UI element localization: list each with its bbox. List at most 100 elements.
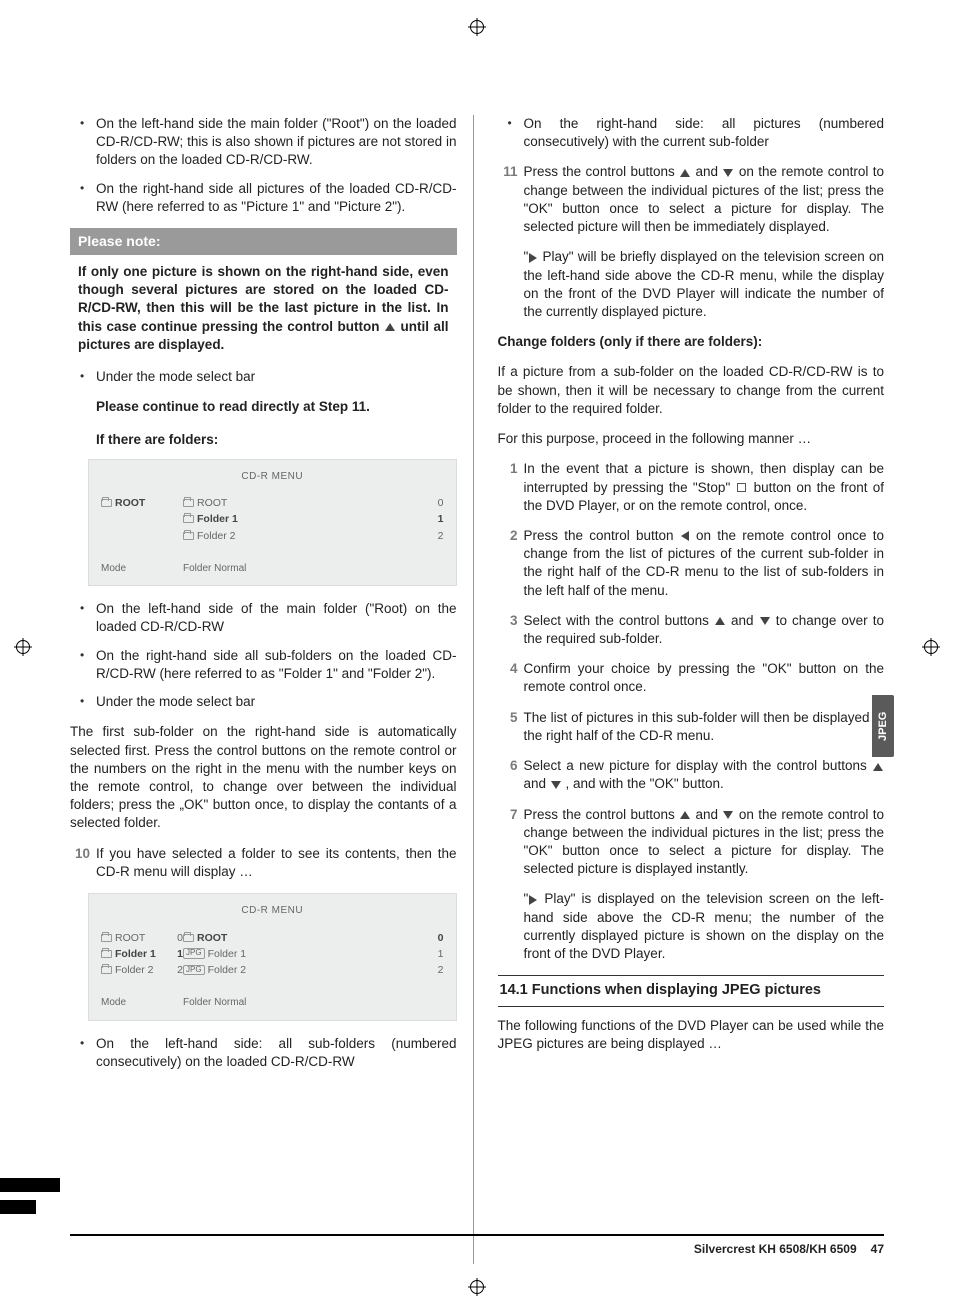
play-paragraph: " Play" will be briefly displayed on the… (498, 248, 885, 321)
menu-num: 1 (430, 512, 444, 526)
right-column: On the right-hand side: all pictures (nu… (494, 115, 885, 1264)
menu-label: ROOT (115, 496, 145, 510)
text: Under the mode select bar (96, 369, 255, 384)
cdr-menu-box-2: CD-R MENU ROOT0 Folder 11 Folder 22 ROOT… (88, 893, 457, 1021)
note-body: If only one picture is shown on the righ… (70, 263, 457, 358)
triangle-down-icon (551, 781, 561, 789)
triangle-up-icon (680, 169, 690, 177)
play-icon (529, 253, 537, 263)
triangle-down-icon (723, 811, 733, 819)
menu-label: Folder 2 (197, 529, 236, 543)
menu-num: 0 (169, 931, 183, 945)
mode-value: Folder Normal (183, 562, 246, 576)
note-header: Please note: (70, 228, 457, 255)
list-item: On the left-hand side: all sub-folders (… (70, 1035, 457, 1071)
step-item: Confirm your choice by pressing the "OK"… (498, 660, 885, 696)
menu-title: CD-R MENU (101, 470, 444, 484)
menu-label: ROOT (197, 496, 227, 510)
triangle-up-icon (680, 811, 690, 819)
bullet-list-4: On the left-hand side: all sub-folders (… (70, 1035, 457, 1071)
text: The list of pictures in this sub-folder … (524, 710, 885, 743)
text: Select a new picture for display with th… (524, 758, 873, 773)
registration-mark-top (470, 20, 484, 34)
list-item: On the left-hand side the main folder ("… (70, 115, 457, 170)
text: " (524, 249, 529, 264)
step-item: Press the control buttons and on the rem… (498, 806, 885, 879)
step-item: If you have selected a folder to see its… (70, 845, 457, 881)
mode-label: Mode (101, 562, 183, 576)
text: and (691, 807, 722, 822)
text: If you have selected a folder to see its… (96, 846, 457, 879)
menu-num: 1 (430, 947, 444, 961)
step-item: Press the control buttons and on the rem… (498, 163, 885, 236)
menu-label: Folder 1 (208, 947, 247, 961)
jpg-tag-icon: JPG (183, 965, 205, 976)
mode-label: Mode (101, 996, 183, 1010)
folder-icon (101, 934, 112, 942)
paragraph: The first sub-folder on the right-hand s… (70, 723, 457, 832)
list-item: Under the mode select bar (70, 368, 457, 386)
text: Play" is displayed on the television scr… (524, 891, 885, 961)
list-item: On the right-hand side all pictures of t… (70, 180, 457, 216)
jpg-tag-icon: JPG (183, 948, 205, 959)
text: On the right-hand side all sub-folders o… (96, 648, 457, 681)
step-item: Press the control button on the remote c… (498, 527, 885, 600)
play-paragraph-2: " Play" is displayed on the television s… (498, 890, 885, 963)
triangle-down-icon (760, 617, 770, 625)
text: and (524, 776, 550, 791)
text: and (726, 613, 759, 628)
continue-step-text: Please continue to read directly at Step… (70, 398, 457, 416)
text: Press the control button (524, 528, 680, 543)
folder-icon (183, 934, 194, 942)
menu-num: 1 (169, 947, 183, 961)
list-item: On the left-hand side of the main folder… (70, 600, 457, 636)
menu-label: ROOT (115, 931, 145, 945)
folder-icon (101, 950, 112, 958)
step-list-11: Press the control buttons and on the rem… (498, 163, 885, 236)
text: On the left-hand side of the main folder… (96, 601, 457, 634)
play-icon (529, 895, 537, 905)
step-item: Select with the control buttons and to c… (498, 612, 885, 648)
page-footer: Silvercrest KH 6508/KH 6509 47 (70, 1234, 884, 1256)
step-item: Select a new picture for display with th… (498, 757, 885, 793)
text: , and with the "OK" button. (562, 776, 724, 791)
text: Press the control buttons (524, 164, 680, 179)
menu-num: 0 (430, 496, 444, 510)
change-folders-heading: Change folders (only if there are folder… (498, 333, 885, 351)
bullet-list-2: Under the mode select bar (70, 368, 457, 386)
text: Confirm your choice by pressing the "OK"… (524, 661, 885, 694)
menu-label: Folder 1 (115, 947, 156, 961)
paragraph: If a picture from a sub-folder on the lo… (498, 363, 885, 418)
folder-icon (183, 499, 194, 507)
step-list-10: If you have selected a folder to see its… (70, 845, 457, 881)
print-bars (0, 1178, 60, 1214)
menu-label: Folder 1 (197, 512, 238, 526)
triangle-left-icon (681, 531, 689, 541)
content-columns: On the left-hand side the main folder ("… (70, 115, 884, 1264)
list-item: Under the mode select bar (70, 693, 457, 711)
numbered-steps: In the event that a picture is shown, th… (498, 460, 885, 878)
folder-icon (101, 499, 112, 507)
step-item: In the event that a picture is shown, th… (498, 460, 885, 515)
text: On the right-hand side: all pictures (nu… (524, 116, 885, 149)
triangle-up-icon (715, 617, 725, 625)
cdr-menu-box-1: CD-R MENU ROOT ROOT0 Folder 11 Folder 22… (88, 459, 457, 587)
text: Press the control buttons (524, 807, 680, 822)
text: On the right-hand side all pictures of t… (96, 181, 457, 214)
menu-label: Folder 2 (208, 963, 247, 977)
side-tab-jpeg: JPEG (872, 695, 894, 757)
triangle-up-icon (385, 323, 395, 331)
mode-value: Folder Normal (183, 996, 246, 1010)
bullet-list-top-right: On the right-hand side: all pictures (nu… (498, 115, 885, 151)
registration-mark-right (924, 640, 938, 654)
menu-num: 2 (169, 963, 183, 977)
folder-icon (183, 515, 194, 523)
left-column: On the left-hand side the main folder ("… (70, 115, 474, 1264)
folder-icon (101, 966, 112, 974)
step-item: The list of pictures in this sub-folder … (498, 709, 885, 745)
paragraph: For this purpose, proceed in the followi… (498, 430, 885, 448)
footer-model: Silvercrest KH 6508/KH 6509 (694, 1242, 857, 1256)
menu-num: 0 (430, 931, 444, 945)
registration-mark-bottom (470, 1280, 484, 1294)
list-item: On the right-hand side: all pictures (nu… (498, 115, 885, 151)
